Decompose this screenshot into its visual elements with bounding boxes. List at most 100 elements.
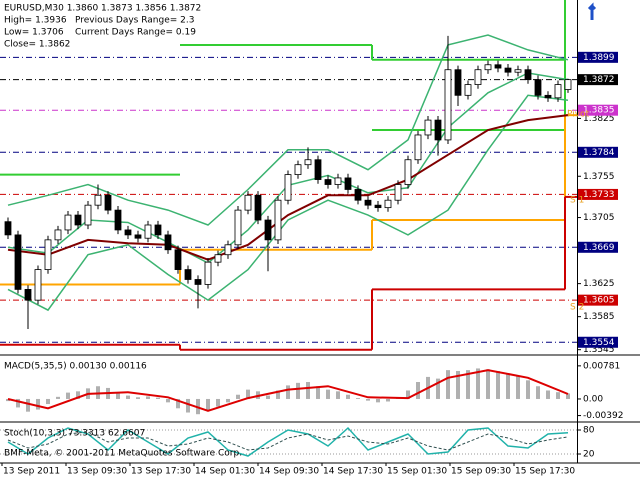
macd-bar xyxy=(186,398,190,413)
candle-body xyxy=(214,254,222,263)
s2-label: S 2 xyxy=(570,303,584,313)
level-tag xyxy=(578,74,618,86)
macd-bar xyxy=(476,368,480,399)
symbol-title: EURUSD,M30 1.3860 1.3873 1.3856 1.3872 xyxy=(4,4,201,14)
macd-bar xyxy=(556,392,560,399)
candle-body xyxy=(504,67,512,73)
x-tick-label: 13 Sep 2011 xyxy=(3,467,60,477)
macd-bar xyxy=(536,386,540,399)
stoch-plot xyxy=(0,426,577,457)
x-tick-label: 14 Sep 17:30 xyxy=(323,467,383,477)
x-tick-label: 14 Sep 01:30 xyxy=(195,467,255,477)
y-tick-label: 0.00 xyxy=(583,394,603,404)
candle-body xyxy=(74,214,82,226)
candle-body xyxy=(244,194,252,211)
macd-bar xyxy=(16,398,20,408)
candle-body xyxy=(34,269,42,301)
signal-arrow xyxy=(587,2,597,20)
level-tag xyxy=(578,241,618,253)
macd-bar xyxy=(416,382,420,399)
macd-bar xyxy=(66,392,70,399)
macd-bar xyxy=(246,389,250,399)
macd-bar xyxy=(296,382,300,399)
candle-body xyxy=(114,209,122,231)
candle-body xyxy=(254,194,262,221)
candle-body xyxy=(84,204,92,226)
macd-bar xyxy=(306,382,310,399)
macd-bar xyxy=(136,397,140,399)
candle-body xyxy=(404,159,412,185)
candle-body xyxy=(474,69,482,85)
macd-bar xyxy=(406,390,410,399)
macd-bar xyxy=(236,394,240,399)
macd-bar xyxy=(56,396,60,399)
y-tick-label: 1.3625 xyxy=(583,279,615,289)
level-tag xyxy=(578,104,618,116)
macd-bar xyxy=(366,398,370,401)
y-tick-label: 0.00781 xyxy=(583,361,620,371)
candle-body xyxy=(494,64,502,69)
candle-body xyxy=(384,199,392,209)
info-close: Close= 1.3862 xyxy=(4,40,70,50)
macd-plot xyxy=(6,368,570,415)
candle-body xyxy=(264,219,272,241)
y-tick-label: 20 xyxy=(583,450,595,460)
candle-body xyxy=(174,249,182,270)
macd-signal xyxy=(7,369,569,412)
candle-body xyxy=(444,69,452,141)
macd-bar xyxy=(156,397,160,399)
candle-body xyxy=(344,177,352,190)
x-tick-label: 15 Sep 09:30 xyxy=(451,467,511,477)
macd-bar xyxy=(546,390,550,399)
macd-bar xyxy=(516,376,520,399)
y-tick-label: 80 xyxy=(583,426,595,436)
candle-body xyxy=(204,261,212,285)
candle-body xyxy=(54,229,62,241)
stoch-line xyxy=(7,426,569,457)
candle-body xyxy=(194,279,202,285)
candle-body xyxy=(464,84,472,96)
info-high: High= 1.3936 xyxy=(4,16,67,26)
candle-body xyxy=(14,234,22,290)
candle-body xyxy=(274,199,282,241)
candle-body xyxy=(394,184,402,201)
candle-body xyxy=(4,221,12,236)
level-label: 1.3784 xyxy=(583,148,615,158)
candle-body xyxy=(304,159,312,166)
candle-body xyxy=(314,159,322,180)
macd-bar xyxy=(176,398,180,409)
main-plot xyxy=(0,0,577,351)
candle-body xyxy=(354,189,362,201)
x-tick-label: 15 Sep 01:30 xyxy=(387,467,447,477)
macd-title: MACD(5,35,5) 0.00130 0.00116 xyxy=(4,362,147,372)
candle-body xyxy=(524,69,532,81)
candle-body xyxy=(154,224,162,236)
copyright: BMF-Meta, © 2001-2011 MetaQuotes Softwar… xyxy=(4,449,242,459)
candle-body xyxy=(24,289,32,301)
macd-bar xyxy=(496,370,500,399)
macd-bar xyxy=(276,390,280,399)
macd-bar xyxy=(326,389,330,399)
candle-body xyxy=(104,194,112,211)
macd-bar xyxy=(486,369,490,399)
candle-body xyxy=(564,79,572,90)
candle-body xyxy=(284,174,292,201)
macd-bar xyxy=(76,391,80,399)
macd-bar xyxy=(436,378,440,399)
candle-body xyxy=(124,229,132,236)
candle-body xyxy=(424,119,432,136)
level-tag xyxy=(578,294,618,306)
candle-body xyxy=(554,84,562,99)
y-tick-label: 1.3705 xyxy=(583,213,615,223)
x-tick-label: 14 Sep 09:30 xyxy=(259,467,319,477)
macd-bar xyxy=(376,398,380,403)
macd-bar xyxy=(456,370,460,399)
macd-bar xyxy=(266,395,270,399)
candle-body xyxy=(324,179,332,185)
y-tick-label: 1.3545 xyxy=(583,345,615,355)
s1-label: S 1 xyxy=(570,196,584,206)
candle-body xyxy=(544,94,552,99)
pivot-label: Pivot xyxy=(567,110,590,120)
level-label: 1.3899 xyxy=(583,53,615,63)
